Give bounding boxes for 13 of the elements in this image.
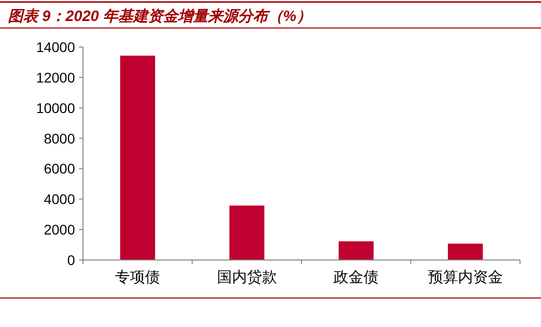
ytick: 14000 — [36, 39, 75, 55]
ytick: 4000 — [44, 191, 75, 208]
xtick: 专项债 — [115, 270, 160, 286]
ytick: 12000 — [36, 69, 75, 86]
title: 图表 9：2020 年基建资金增量来源分布（%） — [8, 8, 312, 25]
ytick: 0 — [67, 252, 75, 268]
xtick: 国内贷款 — [216, 270, 277, 286]
ytick: 8000 — [44, 130, 75, 146]
ytick: 6000 — [44, 160, 75, 177]
ytick: 10000 — [36, 100, 75, 116]
xtick: 预算内资金 — [428, 270, 503, 286]
xtick: 政金债 — [334, 270, 379, 286]
ytick: 2000 — [44, 222, 75, 238]
